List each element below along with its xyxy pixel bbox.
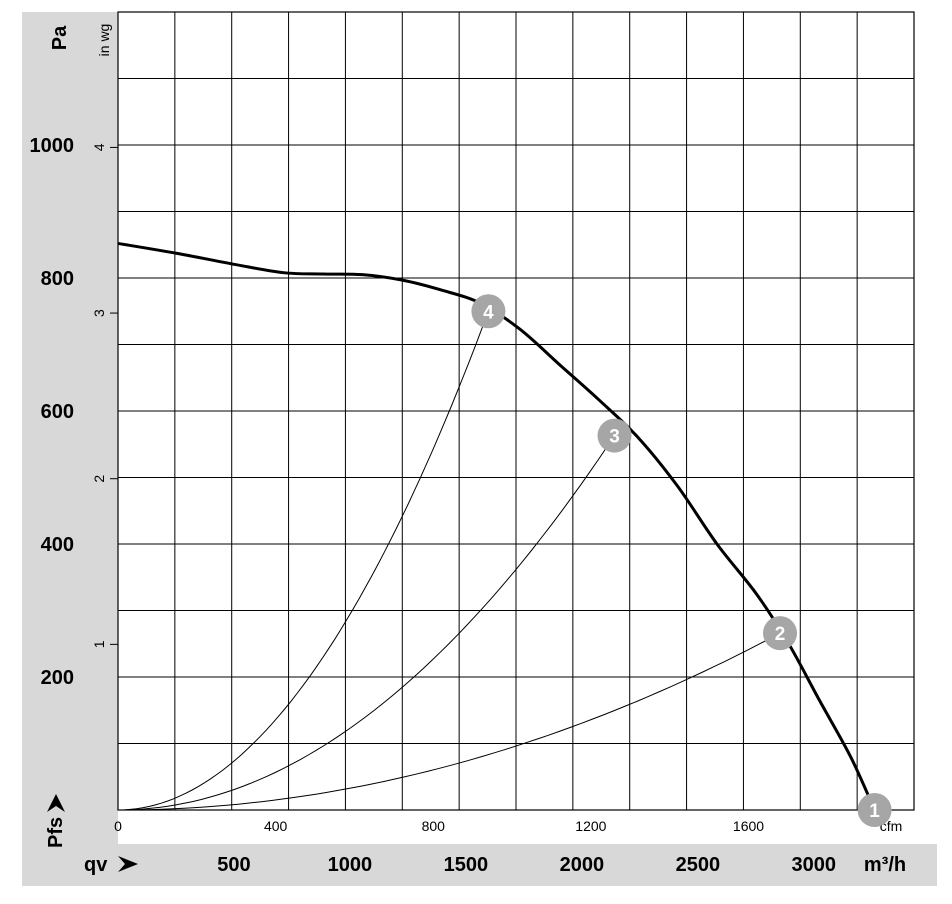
x2-tick-label: 2000	[560, 854, 605, 876]
system-curve-2	[118, 632, 781, 811]
operating-point-label: 3	[609, 427, 620, 448]
x-axis-m3h-unit: m³/h	[864, 854, 906, 876]
operating-point-circle	[471, 294, 506, 329]
x-tick-label: 800	[422, 818, 446, 834]
x-tick-label: 1600	[733, 818, 764, 834]
operating-point-markers: 1 2 3 4	[471, 294, 892, 827]
y-axis-inwg-ticks: 1 2 3 4	[91, 143, 118, 648]
x2-tick-label: 3000	[792, 854, 837, 876]
y-tick-label: 800	[41, 268, 74, 290]
x-axis-m3h-ticks: 500 1000 1500 2000 2500 3000	[217, 854, 836, 876]
x2-tick-label: 2500	[676, 854, 721, 876]
grid	[118, 12, 914, 810]
y-tick-label: 1000	[30, 135, 75, 157]
x-axis-cfm-ticks: 0 400 800 1200 1600	[114, 818, 764, 834]
y-axis-pfs-text: Pfs	[45, 817, 67, 848]
operating-point-circle	[597, 418, 632, 453]
system-curves	[117, 311, 781, 811]
x2-tick-label: 1000	[328, 854, 373, 876]
x-axis-arrow-icon	[118, 856, 138, 872]
left-axis-band	[22, 12, 118, 844]
y-axis-pfs-label: Pfs	[45, 817, 67, 848]
y2-tick-label: 1	[91, 640, 107, 648]
operating-point-label: 1	[869, 801, 880, 822]
y2-tick-label: 3	[91, 309, 107, 317]
y-tick-label: 200	[41, 667, 74, 689]
x2-tick-label: 500	[217, 854, 250, 876]
operating-point-4: 4	[471, 294, 506, 329]
x-tick-label: 0	[114, 818, 122, 834]
operating-point-circle	[763, 616, 798, 651]
y2-tick-label: 4	[91, 143, 107, 151]
y-axis-pa-ticks: 200 400 600 800 1000	[30, 135, 75, 689]
x-tick-label: 400	[264, 818, 288, 834]
y-axis-inwg-unit: in wg	[96, 24, 112, 57]
operating-point-label: 4	[483, 302, 494, 323]
y-tick-label: 400	[41, 534, 74, 556]
operating-point-2: 2	[763, 616, 798, 651]
operating-point-3: 3	[597, 418, 632, 453]
x-tick-label: 1200	[575, 818, 606, 834]
y-axis-pa-unit: Pa	[49, 25, 71, 50]
y2-tick-label: 2	[91, 475, 107, 483]
svg-text:Pfs: Pfs	[45, 817, 67, 848]
y-axis-arrow-icon	[47, 794, 65, 812]
plot-frame	[117, 11, 915, 811]
operating-point-label: 2	[775, 624, 786, 645]
system-curve-3	[117, 435, 615, 811]
y-tick-label: 600	[41, 401, 74, 423]
operating-point-1: 1	[857, 793, 892, 827]
operating-point-circle	[857, 793, 892, 827]
system-curve-4	[117, 311, 489, 811]
bottom-axis-band	[22, 844, 937, 886]
x2-tick-label: 1500	[444, 854, 489, 876]
x-axis-qv-label: qv	[84, 854, 108, 876]
